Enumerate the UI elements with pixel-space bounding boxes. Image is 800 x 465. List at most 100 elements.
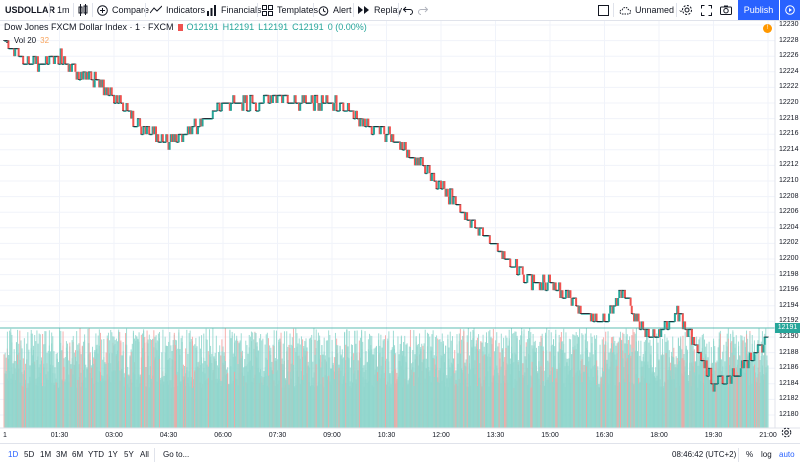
volume-bar	[149, 378, 151, 428]
candle	[111, 95, 114, 97]
volume-bar	[495, 380, 497, 428]
time-tick-label: 06:00	[214, 432, 232, 439]
range-button-1y[interactable]: 1Y	[108, 450, 118, 459]
volume-bar	[155, 348, 157, 428]
financials-button[interactable]: Financials	[206, 0, 262, 20]
volume-bar	[258, 372, 260, 428]
goto-button[interactable]: Go to...	[163, 450, 190, 459]
symbol-search[interactable]: USDOLLAR	[5, 5, 55, 15]
volume-bar	[453, 358, 455, 428]
volume-label[interactable]: Vol 20	[13, 36, 37, 45]
volume-bar	[666, 349, 668, 428]
candle	[452, 196, 455, 205]
candle	[745, 360, 748, 362]
range-button-5d[interactable]: 5D	[24, 450, 35, 459]
play-button[interactable]	[780, 0, 800, 20]
candle	[388, 126, 391, 135]
price-tick-label: 12218	[779, 114, 799, 122]
range-button-ytd[interactable]: YTD	[88, 450, 104, 459]
percent-toggle[interactable]: %	[746, 450, 754, 459]
compare-button[interactable]: Compare	[97, 0, 149, 20]
candle	[461, 212, 464, 214]
volume-bar	[416, 344, 418, 428]
chevron-down-icon[interactable]: ⌄	[4, 37, 10, 45]
volume-bar	[191, 341, 193, 428]
candle	[467, 220, 470, 221]
axis-settings-button[interactable]	[781, 424, 792, 440]
volume-bar	[76, 331, 78, 428]
alert-badge-icon[interactable]: !	[763, 24, 772, 33]
candle	[127, 110, 130, 112]
volume-bar	[726, 346, 728, 428]
candle	[224, 103, 227, 104]
volume-bar	[140, 334, 142, 428]
volume-bar	[411, 363, 413, 428]
flag-icon[interactable]	[177, 23, 183, 31]
chart-type-button[interactable]	[78, 0, 88, 20]
alert-button[interactable]: Alert	[318, 0, 352, 20]
volume-bar	[432, 357, 434, 428]
candle	[158, 142, 161, 143]
volume-bar	[248, 334, 250, 428]
log-toggle[interactable]: log	[761, 450, 772, 459]
price-chart[interactable]	[0, 21, 800, 444]
range-button-5y[interactable]: 5Y	[124, 450, 134, 459]
volume-bar	[570, 339, 572, 428]
volume-bar	[366, 362, 368, 428]
fullscreen-toggle-button[interactable]	[598, 0, 609, 20]
volume-bar	[553, 339, 555, 428]
candle	[428, 165, 431, 174]
candle	[759, 344, 762, 346]
volume-bar	[218, 380, 220, 428]
expand-button[interactable]	[701, 0, 712, 20]
range-button-all[interactable]: All	[140, 450, 149, 459]
candle	[362, 118, 365, 127]
auto-toggle[interactable]: auto	[779, 450, 795, 459]
publish-button[interactable]: Publish	[738, 0, 779, 20]
volume-bar	[694, 362, 696, 428]
settings-button[interactable]	[681, 0, 693, 20]
candle	[329, 103, 332, 104]
volume-bar	[332, 370, 334, 428]
candle	[308, 103, 311, 104]
redo-button[interactable]	[418, 0, 428, 20]
replay-button[interactable]: Replay	[358, 0, 402, 20]
volume-bar	[550, 345, 552, 428]
interval-button[interactable]: 1m	[57, 5, 70, 15]
candle	[491, 243, 494, 245]
candle	[589, 313, 592, 322]
volume-bar	[515, 331, 517, 428]
candle	[91, 79, 94, 81]
indicators-button[interactable]: Indicators	[150, 0, 205, 20]
volume-bar	[372, 358, 374, 428]
range-button-1d[interactable]: 1D	[8, 450, 19, 459]
volume-bar	[328, 375, 330, 428]
candle	[78, 79, 81, 81]
candle	[67, 64, 70, 72]
range-button-3m[interactable]: 3M	[56, 450, 68, 459]
candle	[446, 188, 449, 197]
snapshot-button[interactable]	[720, 0, 732, 20]
candle	[680, 313, 683, 315]
candle	[299, 103, 302, 111]
candle	[378, 126, 381, 135]
undo-button[interactable]	[403, 0, 413, 20]
range-button-1m[interactable]: 1M	[40, 450, 52, 459]
layout-name-button[interactable]: Unnamed ⌄	[619, 0, 684, 20]
volume-bar	[437, 381, 439, 428]
candle	[459, 204, 462, 213]
candle	[85, 71, 88, 80]
candle	[524, 282, 527, 284]
candle	[519, 266, 522, 268]
candle	[41, 64, 44, 65]
candle	[601, 321, 604, 323]
volume-bar	[761, 365, 763, 428]
range-button-6m[interactable]: 6M	[72, 450, 84, 459]
candle	[739, 368, 742, 376]
candle	[181, 134, 184, 142]
templates-button[interactable]: Templates	[262, 0, 318, 20]
clock[interactable]: 08:46:42 (UTC+2)	[672, 450, 737, 459]
candle	[200, 118, 203, 127]
legend-title[interactable]: Dow Jones FXCM Dollar Index · 1 · FXCM	[4, 22, 174, 32]
candle	[236, 103, 239, 104]
